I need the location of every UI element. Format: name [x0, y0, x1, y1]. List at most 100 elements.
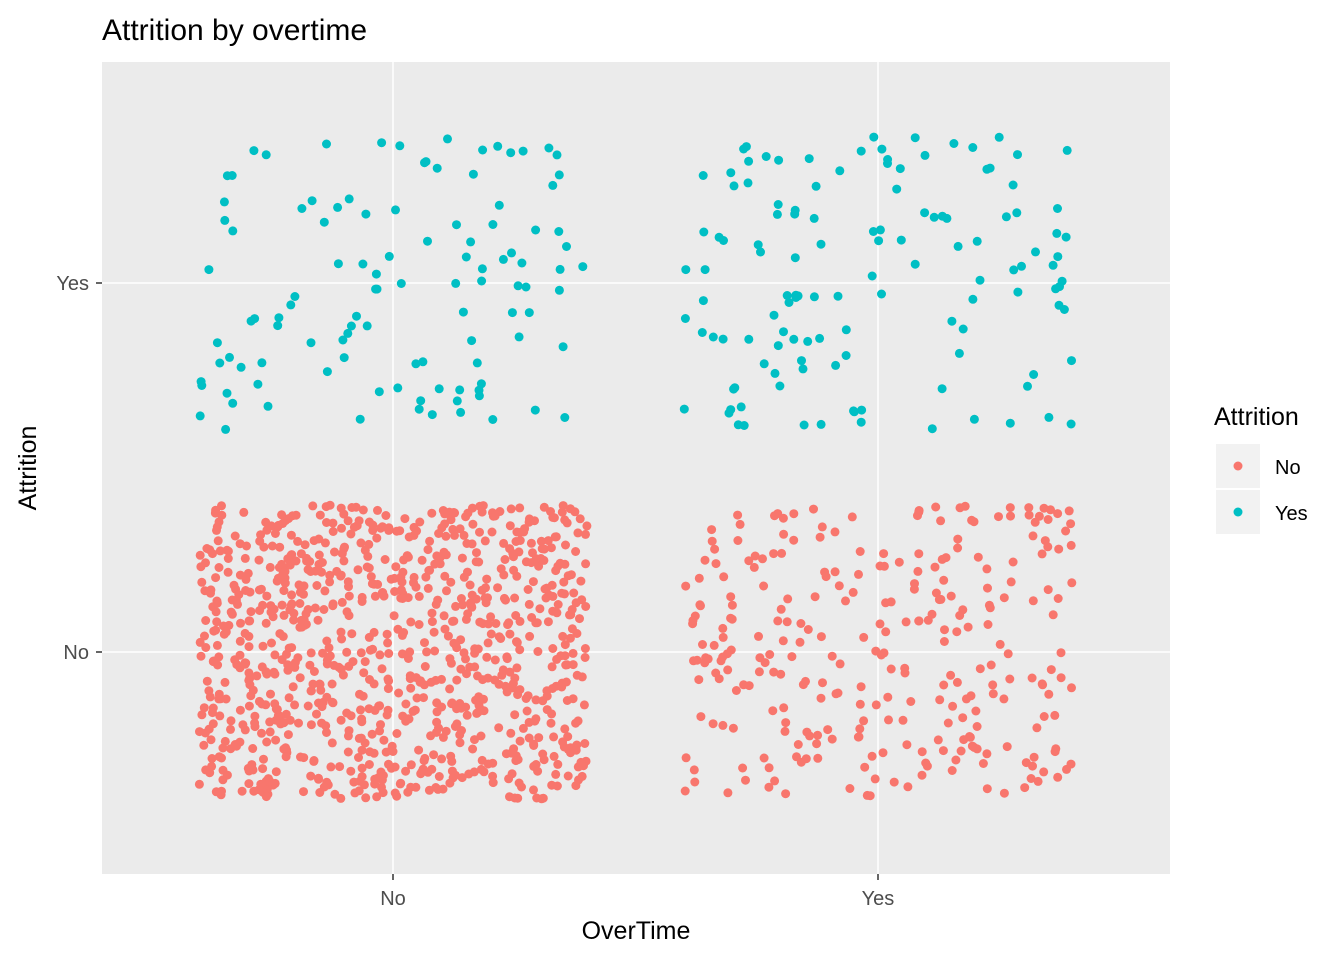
- data-point: [1005, 674, 1015, 684]
- data-point: [1008, 557, 1018, 567]
- data-point: [875, 619, 885, 629]
- data-point: [963, 622, 973, 632]
- data-point: [779, 703, 789, 713]
- data-point: [726, 405, 736, 415]
- data-point: [462, 539, 472, 548]
- data-point: [689, 765, 699, 775]
- data-point: [414, 404, 424, 414]
- data-point: [312, 709, 321, 719]
- data-point: [810, 592, 820, 602]
- data-point: [726, 592, 736, 602]
- data-point: [266, 689, 275, 699]
- data-point: [960, 501, 970, 511]
- data-point: [364, 517, 374, 527]
- data-point: [1013, 287, 1023, 297]
- data-point: [317, 718, 327, 728]
- data-point: [777, 548, 787, 558]
- data-point: [555, 264, 565, 274]
- data-point: [1044, 412, 1054, 422]
- data-point: [227, 171, 237, 180]
- data-point: [967, 741, 977, 751]
- data-point: [1026, 774, 1036, 783]
- data-point: [317, 558, 327, 567]
- data-point: [420, 158, 429, 168]
- data-point: [524, 308, 534, 318]
- x-axis-title: OverTime: [582, 917, 691, 945]
- data-point: [572, 670, 582, 680]
- data-point: [250, 711, 260, 721]
- data-point: [235, 539, 245, 549]
- data-point: [306, 771, 316, 781]
- data-point: [883, 159, 892, 168]
- data-point: [335, 762, 345, 772]
- data-point: [1057, 276, 1067, 286]
- data-point: [271, 767, 281, 777]
- data-point: [456, 407, 466, 417]
- data-point: [259, 754, 268, 764]
- data-point: [236, 618, 245, 628]
- data-point: [902, 740, 912, 750]
- data-point: [225, 352, 234, 362]
- data-point: [783, 594, 793, 604]
- data-point: [1051, 284, 1061, 294]
- data-point: [462, 710, 472, 720]
- data-point: [1046, 665, 1056, 675]
- data-point: [247, 760, 257, 770]
- data-point: [468, 744, 478, 754]
- data-point: [531, 225, 541, 235]
- data-point: [395, 141, 405, 151]
- data-point: [390, 788, 400, 798]
- data-point: [986, 660, 996, 670]
- data-point: [937, 384, 947, 394]
- data-point: [370, 705, 380, 715]
- data-point: [394, 688, 404, 698]
- data-point: [760, 658, 770, 668]
- data-point: [1033, 776, 1043, 786]
- data-point: [741, 775, 750, 785]
- data-point: [376, 720, 385, 730]
- data-point: [543, 617, 553, 627]
- data-point: [875, 225, 885, 235]
- data-point: [372, 533, 382, 543]
- data-point: [437, 674, 446, 684]
- data-point: [510, 673, 520, 683]
- data-point: [1006, 511, 1015, 521]
- data-point: [958, 713, 968, 723]
- data-point: [562, 518, 572, 528]
- data-point: [223, 554, 233, 563]
- data-point: [368, 644, 378, 654]
- data-point: [440, 624, 450, 634]
- data-point: [801, 754, 811, 764]
- data-point: [207, 754, 217, 763]
- data-point: [999, 694, 1009, 704]
- data-point: [700, 555, 710, 565]
- data-point: [288, 511, 298, 521]
- data-point: [1048, 610, 1058, 620]
- legend-label-no: No: [1275, 457, 1301, 479]
- data-point: [558, 737, 568, 747]
- data-point: [567, 605, 577, 614]
- data-point: [546, 543, 556, 553]
- data-point: [698, 296, 708, 306]
- data-point: [719, 572, 729, 582]
- data-point: [332, 566, 342, 576]
- data-point: [739, 680, 749, 690]
- data-point: [696, 712, 706, 722]
- data-point: [816, 693, 826, 703]
- data-point: [411, 782, 421, 792]
- data-point: [278, 569, 288, 579]
- data-point: [953, 543, 963, 553]
- data-point: [386, 745, 396, 755]
- data-point: [554, 227, 564, 236]
- data-point: [406, 617, 416, 627]
- data-point: [422, 647, 432, 657]
- data-point: [344, 194, 354, 204]
- data-point: [498, 254, 508, 264]
- data-point: [274, 313, 284, 323]
- data-point: [700, 265, 710, 275]
- data-point: [363, 551, 373, 561]
- data-point: [364, 760, 374, 769]
- data-point: [910, 259, 920, 269]
- data-point: [290, 292, 300, 301]
- data-point: [458, 600, 468, 610]
